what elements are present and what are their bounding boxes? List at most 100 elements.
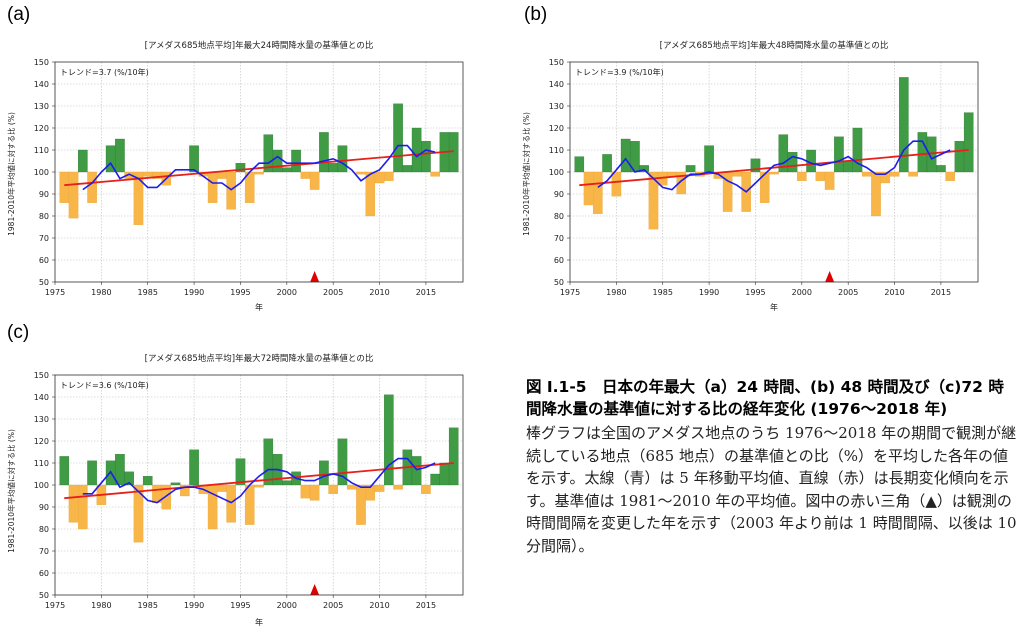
- y-tick-label: 110: [34, 146, 49, 155]
- bar: [142, 476, 153, 486]
- bar: [263, 438, 274, 486]
- bar: [384, 171, 394, 181]
- bar: [309, 484, 320, 501]
- bar: [244, 484, 255, 525]
- bar: [439, 462, 450, 486]
- chart-b: 50 60 70 80 90 100 110 120 130 140 150 1975 1980 1985…: [521, 40, 979, 312]
- trend-line: [64, 462, 454, 500]
- x-tick-label: 1990: [699, 288, 719, 297]
- bar: [254, 171, 264, 175]
- y-tick-label: 80: [39, 525, 49, 534]
- bar: [843, 160, 853, 173]
- x-tick-label: 1980: [91, 288, 111, 297]
- y-tick-label: 130: [549, 102, 564, 111]
- bar: [593, 171, 603, 214]
- y-tick-label: 50: [39, 591, 49, 600]
- bar: [583, 171, 594, 206]
- bar: [430, 473, 440, 486]
- bar: [356, 484, 366, 525]
- bar: [328, 163, 338, 173]
- y-tick-label: 140: [34, 80, 49, 89]
- change-marker-triangle: [825, 271, 835, 282]
- bar: [300, 484, 311, 499]
- trend-label: トレンド=3.7 (%/10年): [60, 67, 149, 77]
- x-tick-label: 2010: [369, 601, 389, 610]
- change-marker-triangle: [310, 271, 320, 282]
- bar: [356, 171, 366, 175]
- y-axis-label: 1981-2010年平均値に対する比 (%): [6, 112, 16, 236]
- bar: [180, 484, 190, 497]
- y-tick-label: 100: [549, 168, 564, 177]
- bar: [963, 112, 974, 173]
- y-axis-label: 1981-2010年平均値に対する比 (%): [521, 112, 531, 236]
- y-tick-label: 140: [34, 393, 49, 402]
- bar: [384, 394, 394, 486]
- bar: [346, 484, 357, 490]
- bar: [430, 171, 440, 177]
- bar: [282, 167, 292, 173]
- bar: [291, 149, 301, 173]
- y-tick-label: 120: [34, 437, 49, 446]
- bar: [411, 127, 422, 173]
- bar: [639, 165, 649, 173]
- bar: [189, 145, 199, 173]
- x-tick-label: 1985: [653, 288, 673, 297]
- bar: [309, 171, 320, 190]
- x-axis-label: 年: [255, 617, 263, 627]
- x-tick-label: 2015: [931, 288, 951, 297]
- bar: [374, 484, 385, 492]
- bar: [78, 484, 88, 530]
- moving-average-line: [82, 144, 436, 191]
- y-tick-label: 80: [39, 212, 49, 221]
- bar: [87, 460, 97, 486]
- x-tick-label: 1990: [184, 601, 204, 610]
- bar: [68, 171, 79, 219]
- bar: [769, 171, 779, 175]
- x-tick-label: 1975: [45, 601, 65, 610]
- trend-line: [64, 150, 454, 187]
- bar: [787, 152, 798, 173]
- bar: [889, 171, 900, 177]
- x-tick-label: 1995: [230, 288, 250, 297]
- x-tick-label: 2000: [277, 288, 297, 297]
- figure-caption: 図 I.1-5 日本の年最大（a）24 時間、(b) 48 時間及び（c)72 …: [526, 376, 1018, 557]
- x-tick-label: 1980: [606, 288, 626, 297]
- y-tick-label: 70: [554, 234, 564, 243]
- bar: [319, 460, 329, 486]
- y-tick-label: 120: [34, 124, 49, 133]
- bar: [750, 158, 761, 173]
- bar: [207, 171, 218, 203]
- bar: [945, 171, 955, 181]
- y-tick-label: 50: [39, 278, 49, 287]
- panel-label-b: (b): [524, 4, 548, 25]
- x-tick-label: 1995: [230, 601, 250, 610]
- x-tick-label: 1985: [138, 601, 158, 610]
- bar: [142, 171, 153, 177]
- bar: [133, 484, 144, 543]
- x-tick-label: 2000: [277, 601, 297, 610]
- bar: [87, 171, 97, 203]
- x-tick-label: 2005: [838, 288, 858, 297]
- bar: [602, 154, 612, 173]
- bar: [124, 471, 134, 486]
- y-tick-label: 90: [39, 503, 49, 512]
- y-tick-label: 90: [39, 190, 49, 199]
- bar: [68, 484, 79, 523]
- y-tick-label: 130: [34, 415, 49, 424]
- chart-c: 50 60 70 80 90 100 110 120 130 140 150 1975 1980 1985…: [6, 353, 464, 627]
- caption-body: 棒グラフは全国のアメダス地点のうち 1976〜2018 年の期間で観測が継続して…: [526, 424, 1017, 555]
- plot-area: 50 60 70 80 90 100 110 120 130 140 150 1975 1980 1985…: [34, 58, 464, 297]
- y-tick-label: 60: [39, 569, 49, 578]
- bar: [852, 127, 863, 173]
- bar: [170, 482, 181, 486]
- trend-label: トレンド=3.6 (%/10年): [60, 380, 149, 390]
- y-tick-label: 100: [34, 481, 49, 490]
- x-tick-label: 2005: [323, 288, 343, 297]
- bar: [448, 427, 459, 486]
- bar: [328, 484, 338, 494]
- y-tick-label: 60: [554, 256, 564, 265]
- y-tick-label: 150: [34, 58, 49, 67]
- bar: [319, 132, 329, 173]
- bar: [899, 77, 909, 173]
- bar: [133, 171, 144, 225]
